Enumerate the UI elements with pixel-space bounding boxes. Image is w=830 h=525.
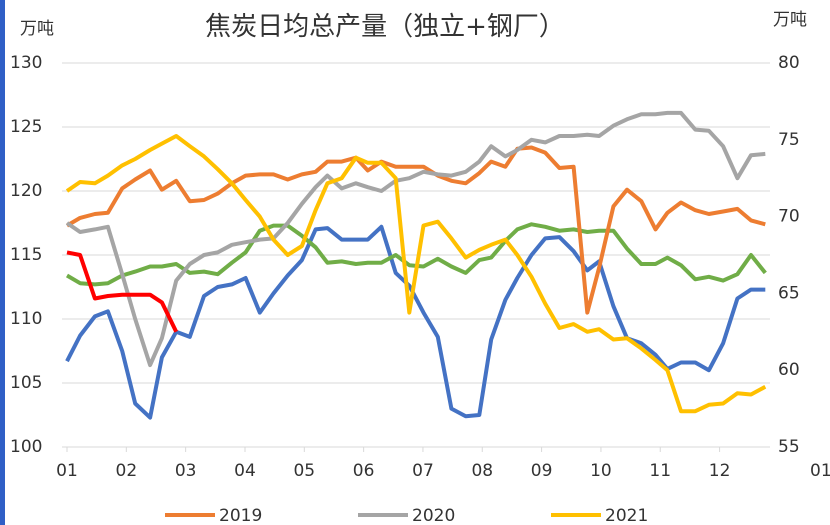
x-tick-label: 03 [175,461,197,481]
y-tick-label: 100 [10,437,42,457]
x-tick-label: 01 [810,461,830,481]
series-line [66,250,178,333]
x-tick-label: 10 [590,461,612,481]
x-tick-label: 05 [293,461,315,481]
y-tick-label: 65 [778,283,800,303]
y-tick-label: 70 [778,207,800,227]
y-unit: 万吨 [773,10,807,30]
y-tick-label: 75 [778,130,800,150]
x-tick-label: 09 [531,461,553,481]
y-tick-label: 110 [10,309,42,329]
x-tick-label: 04 [234,461,256,481]
series-line [65,145,766,315]
x-tick-label: 08 [471,461,493,481]
chart-title: 焦炭日均总产量（独立+钢厂） [205,12,565,42]
y-unit: 万吨 [20,19,54,39]
edge-bar [0,0,5,525]
y-tick-label: 105 [10,373,42,393]
x-tick-label: 07 [412,461,434,481]
y-tick-label: 60 [778,360,800,380]
legend-label: 2020 [412,506,455,525]
x-tick-label: 02 [116,461,138,481]
series-line [65,110,766,368]
y-tick-label: 120 [10,181,42,201]
y-tick-label: 125 [10,117,42,137]
y-tick-label: 115 [10,245,42,265]
x-tick-label: 12 [709,461,731,481]
y-tick-label: 130 [10,53,42,73]
legend-label: 2021 [605,506,648,525]
x-tick-label: 06 [353,461,375,481]
series-line [65,134,767,414]
y-tick-label: 80 [778,53,800,73]
x-tick-label: 01 [56,461,78,481]
y-tick-label: 55 [778,437,800,457]
series-line [65,224,766,420]
legend-label: 2019 [219,506,262,525]
x-tick-label: 11 [649,461,671,481]
